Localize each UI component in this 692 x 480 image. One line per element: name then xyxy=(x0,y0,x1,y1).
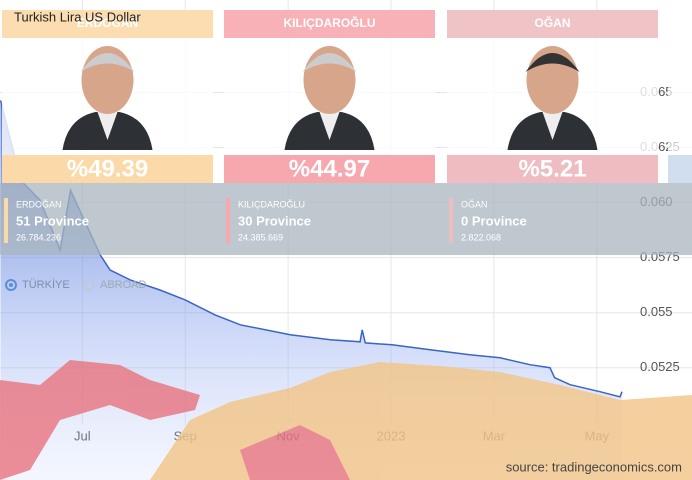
row-accent xyxy=(4,198,8,243)
map-region xyxy=(0,360,200,480)
percent-bar xyxy=(2,155,213,183)
row-name: ERDOĞAN xyxy=(16,199,62,209)
candidate-name: ERDOĞAN xyxy=(77,15,138,30)
row-accent xyxy=(449,198,453,243)
portrait-shirt xyxy=(319,112,340,140)
map xyxy=(0,360,692,480)
row-name: OĞAN xyxy=(461,199,488,209)
portrait-shirt xyxy=(542,112,563,140)
radio[interactable] xyxy=(83,279,95,291)
percent: %49.39 xyxy=(67,155,148,182)
percent-bar xyxy=(224,155,435,183)
row-provinces: 30 Province xyxy=(238,213,311,228)
y-tick-label: 0.0525 xyxy=(640,359,680,374)
chart-title: Turkish Lira US Dollar xyxy=(14,9,141,24)
candidate-name: KILIÇDAROĞLU xyxy=(284,15,376,30)
tab[interactable]: ABROAD xyxy=(100,279,147,291)
radio-dot xyxy=(9,283,13,287)
candidate-name: OĞAN xyxy=(535,15,571,30)
card-partial xyxy=(668,155,692,183)
card-partial xyxy=(668,10,692,183)
map-region xyxy=(240,425,350,480)
row-provinces: 51 Province xyxy=(16,213,89,228)
row-votes: 26.784.236 xyxy=(16,232,61,242)
source: source: tradingeconomics.com xyxy=(506,459,682,474)
percent: %5.21 xyxy=(518,155,586,182)
row-accent xyxy=(226,198,230,243)
portrait-hair xyxy=(525,53,580,72)
radio[interactable] xyxy=(5,279,17,291)
portrait-hair xyxy=(80,53,135,72)
card-header xyxy=(2,10,213,38)
row-name: KILIÇDAROĞLU xyxy=(238,199,305,209)
tab[interactable]: TÜRKİYE xyxy=(22,278,70,291)
cards: ERDOĞAN %49.39 ERDOĞAN 51 Province 26.784.23… xyxy=(2,10,658,243)
row-votes: 24.385.669 xyxy=(238,232,283,242)
y-tick-label: 0.055 xyxy=(640,304,673,319)
results-band xyxy=(0,183,692,255)
portrait-shirt xyxy=(97,112,118,140)
row-provinces: 0 Province xyxy=(461,213,527,228)
percent-bar xyxy=(447,155,658,183)
row-votes: 2.822.068 xyxy=(461,232,501,242)
card-header xyxy=(224,10,435,38)
percent: %44.97 xyxy=(289,155,370,182)
portrait-hair xyxy=(302,53,357,72)
card-header xyxy=(447,10,658,38)
